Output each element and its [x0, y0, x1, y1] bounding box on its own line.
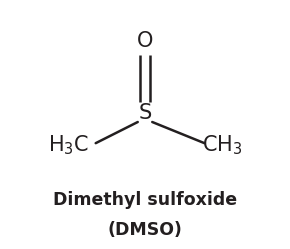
Text: O: O: [137, 31, 153, 51]
Text: S: S: [138, 103, 152, 123]
Text: H$_3$C: H$_3$C: [48, 134, 89, 157]
Text: Dimethyl sulfoxide: Dimethyl sulfoxide: [53, 191, 237, 209]
Text: CH$_3$: CH$_3$: [202, 134, 242, 157]
Text: (DMSO): (DMSO): [108, 221, 182, 239]
